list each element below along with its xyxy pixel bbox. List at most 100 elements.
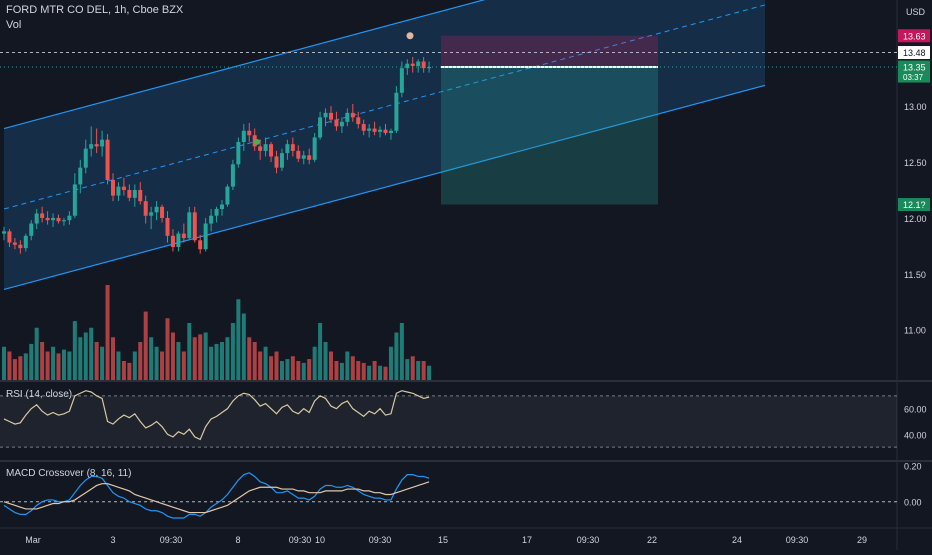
- volume-bar: [329, 351, 333, 380]
- candle-body: [78, 167, 83, 185]
- volume-bar: [416, 361, 421, 380]
- symbol-title[interactable]: FORD MTR CO DEL, 1h, Cboe BZX: [6, 4, 184, 16]
- price-tick-label: 12.00: [904, 214, 927, 224]
- candle-body: [160, 206, 165, 218]
- candle-body: [394, 92, 399, 131]
- candle-body: [149, 212, 154, 216]
- candle-body: [334, 119, 339, 127]
- volume-bar: [61, 349, 66, 380]
- high-marker-label-bg: [898, 29, 930, 43]
- candle-body: [170, 235, 175, 247]
- volume-bar: [421, 361, 426, 380]
- candle-body: [372, 128, 377, 132]
- volume-bar: [187, 323, 192, 380]
- price-tick-label: 11.50: [904, 270, 926, 280]
- volume-bar: [236, 299, 241, 380]
- candle-body: [83, 148, 88, 168]
- x-tick-label: 09:30: [786, 535, 809, 545]
- rsi-line: [3, 390, 430, 441]
- volume-bar: [165, 318, 170, 380]
- last-price-label: 13.35: [903, 63, 926, 73]
- rsi-tick-label: 60.00: [904, 405, 927, 415]
- candle-body: [416, 61, 421, 66]
- candle-body: [225, 186, 230, 205]
- volume-bar: [192, 337, 197, 380]
- x-tick-label: 24: [732, 535, 742, 545]
- macd-tick-label: 0.20: [904, 462, 922, 472]
- candle-body: [138, 190, 143, 202]
- candle-body: [410, 63, 415, 66]
- candle-body: [361, 124, 366, 131]
- volume-bar: [23, 353, 28, 380]
- candle-body: [388, 130, 393, 133]
- candle-body: [143, 201, 148, 216]
- volume-bar: [339, 362, 344, 380]
- currency-label: USD: [906, 7, 926, 17]
- volume-bar: [34, 327, 39, 380]
- volume-bar: [45, 351, 50, 380]
- volume-legend[interactable]: Vol: [6, 19, 22, 31]
- candle-body: [40, 213, 45, 218]
- candle-body: [154, 206, 159, 213]
- target-level-label-bg: [898, 198, 930, 212]
- candle-body: [339, 121, 344, 127]
- volume-bar: [356, 361, 361, 380]
- volume-bar: [230, 323, 235, 380]
- candle-body: [2, 231, 6, 234]
- volume-bar: [198, 334, 203, 380]
- rsi-tick-label: 40.00: [904, 430, 927, 440]
- volume-bar: [378, 365, 383, 380]
- signal-dot: [254, 138, 260, 145]
- candle-body: [203, 223, 208, 250]
- volume-bar: [160, 351, 165, 380]
- volume-bar: [296, 361, 301, 380]
- candle-body: [285, 144, 290, 154]
- candle-body: [274, 156, 279, 168]
- candle-body: [116, 186, 121, 196]
- volume-bar: [138, 342, 143, 380]
- price-tick-label: 13.00: [904, 102, 927, 112]
- volume-bar: [40, 342, 45, 380]
- candle-body: [296, 150, 301, 159]
- volume-bar: [105, 285, 110, 380]
- candle-body: [290, 144, 295, 151]
- candle-body: [269, 144, 274, 157]
- high-marker-dot: [406, 32, 414, 40]
- volume-bar: [116, 351, 121, 380]
- candle-body: [72, 184, 77, 216]
- candle-body: [214, 209, 219, 216]
- x-tick-label: 09:30: [289, 535, 312, 545]
- x-tick-label: 09:30: [369, 535, 392, 545]
- macd-signal-line: [3, 481, 430, 514]
- volume-bar: [247, 337, 252, 380]
- candle-body: [165, 217, 170, 236]
- candle-body: [67, 215, 72, 221]
- candle-body: [383, 129, 388, 133]
- candle-body: [198, 240, 203, 250]
- candle-body: [176, 233, 181, 247]
- candle-body: [378, 129, 383, 132]
- candle-body: [421, 61, 426, 69]
- candle-body: [94, 144, 99, 147]
- volume-bar: [72, 321, 77, 380]
- volume-bar: [350, 356, 355, 380]
- x-tick-label: 29: [857, 535, 867, 545]
- x-tick-label: 09:30: [160, 535, 183, 545]
- candle-body: [7, 231, 12, 243]
- volume-bar: [149, 337, 154, 380]
- x-tick-label: 22: [647, 535, 657, 545]
- x-tick-label: 17: [522, 535, 532, 545]
- volume-bar: [83, 332, 88, 380]
- candle-body: [187, 212, 192, 239]
- volume-bar: [372, 361, 377, 380]
- candle-body: [220, 204, 224, 209]
- volume-bar: [263, 346, 268, 380]
- candle-body: [323, 112, 328, 118]
- volume-bar: [345, 351, 350, 380]
- x-tick-label: 09:30: [577, 535, 600, 545]
- volume-bar: [269, 356, 274, 380]
- volume-bar: [279, 361, 284, 380]
- volume-bar: [427, 365, 432, 380]
